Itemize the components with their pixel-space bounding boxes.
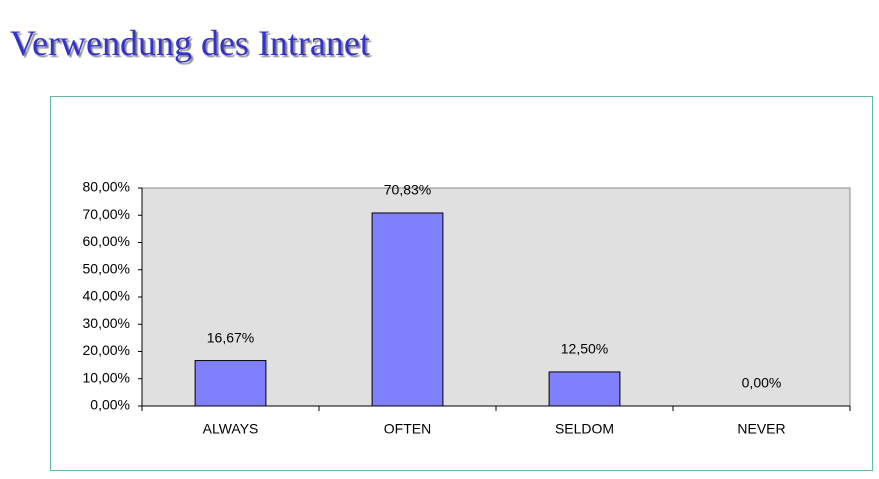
chart-title: Verwendung des Intranet (10, 23, 370, 63)
value-label: 16,67% (207, 329, 254, 345)
x-tick-label: SELDOM (555, 421, 614, 437)
y-tick-label: 40,00% (83, 288, 130, 304)
y-tick-label: 50,00% (83, 260, 130, 276)
value-label: 0,00% (742, 375, 782, 391)
y-tick-label: 80,00% (83, 179, 130, 195)
bar (548, 371, 621, 407)
value-label: 12,50% (561, 341, 608, 357)
x-tick-label: ALWAYS (203, 421, 259, 437)
y-tick-label: 30,00% (83, 315, 130, 331)
value-label: 70,83% (384, 182, 431, 198)
y-tick-label: 20,00% (83, 342, 130, 358)
bar (194, 360, 267, 407)
x-tick-label: OFTEN (384, 421, 431, 437)
y-tick-label: 0,00% (90, 397, 130, 413)
bar (371, 212, 444, 407)
x-tick-label: NEVER (737, 421, 785, 437)
y-tick-label: 10,00% (83, 369, 130, 385)
y-tick-label: 60,00% (83, 233, 130, 249)
y-tick-label: 70,00% (83, 206, 130, 222)
